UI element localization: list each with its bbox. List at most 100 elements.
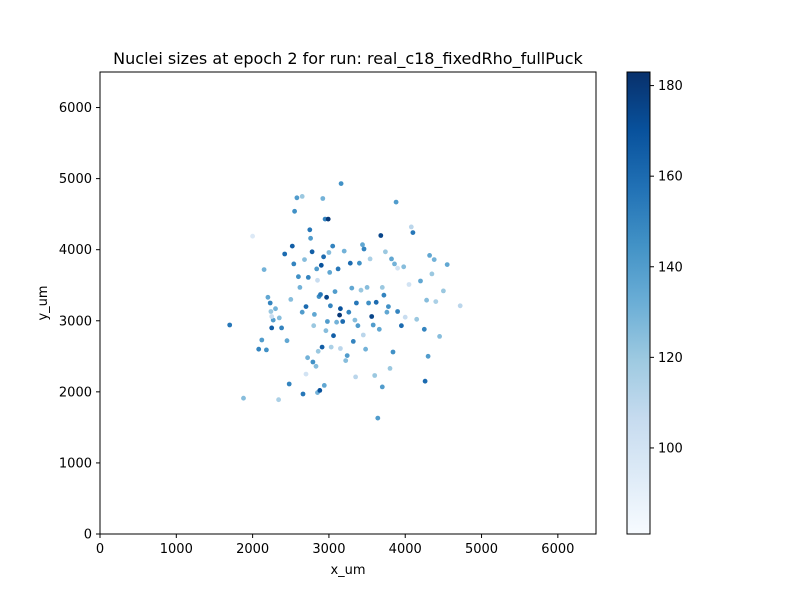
data-point	[297, 285, 303, 290]
data-point	[427, 253, 432, 258]
data-point	[429, 271, 435, 277]
y-tick-label: 1000	[59, 456, 92, 471]
data-point	[402, 314, 408, 320]
data-point	[323, 328, 329, 334]
x-tick-label: 1000	[160, 542, 193, 557]
data-point	[431, 257, 437, 262]
data-point	[294, 195, 300, 201]
data-point	[326, 250, 332, 255]
data-point	[383, 249, 388, 255]
data-point	[366, 300, 371, 306]
data-point	[321, 254, 326, 260]
data-point	[302, 257, 307, 262]
data-point	[315, 277, 320, 283]
data-point	[328, 303, 333, 309]
data-point	[344, 353, 350, 358]
y-tick-label: 0	[84, 528, 92, 543]
data-point	[379, 285, 385, 290]
data-point	[250, 233, 256, 239]
data-point	[300, 391, 306, 397]
chart-title: Nuclei sizes at epoch 2 for run: real_c1…	[113, 49, 583, 69]
plot-frame	[99, 71, 597, 535]
x-tick-label: 4000	[389, 542, 422, 557]
colorbar-axis: 100 120 140 160 180	[650, 79, 683, 456]
data-point	[303, 304, 309, 309]
data-point	[338, 181, 344, 187]
x-axis: 0 1000 2000 3000 4000 5000 6000	[96, 534, 574, 557]
data-point	[393, 199, 399, 205]
data-point	[264, 347, 269, 353]
data-point	[334, 319, 339, 325]
data-point	[320, 196, 326, 201]
data-point	[352, 317, 358, 323]
data-point	[367, 256, 373, 262]
data-point	[384, 309, 390, 315]
data-point	[355, 323, 361, 329]
data-point	[313, 363, 319, 369]
data-point	[282, 251, 288, 257]
data-point	[395, 265, 400, 271]
data-point	[325, 319, 330, 324]
colorbar-tick-label: 160	[658, 170, 683, 185]
data-point	[315, 348, 321, 354]
data-point	[347, 260, 353, 266]
data-point	[343, 358, 349, 363]
data-point	[289, 243, 295, 249]
data-point	[395, 309, 400, 314]
data-point	[328, 344, 334, 350]
data-point	[340, 319, 346, 324]
data-point	[399, 323, 404, 329]
data-point	[292, 208, 297, 214]
data-point	[256, 346, 262, 352]
data-point	[357, 260, 362, 266]
data-point	[364, 285, 370, 290]
data-point	[331, 333, 336, 339]
data-point	[321, 383, 327, 388]
data-point	[375, 415, 381, 421]
data-point	[422, 378, 428, 384]
data-point	[350, 339, 356, 344]
data-point	[390, 349, 396, 355]
x-axis-label: x_um	[330, 563, 365, 578]
data-point	[327, 270, 333, 275]
y-axis: 0 1000 2000 3000 4000 5000 6000	[59, 101, 100, 543]
data-point	[437, 334, 442, 339]
y-tick-label: 4000	[59, 243, 92, 258]
data-point	[387, 366, 393, 371]
data-point	[410, 230, 416, 236]
data-point	[408, 224, 414, 230]
colorbar-tick-label: 140	[658, 260, 683, 275]
data-point	[276, 315, 282, 321]
data-point	[381, 292, 387, 298]
data-point	[270, 317, 276, 323]
data-point	[389, 256, 394, 262]
data-point	[305, 275, 311, 280]
data-point	[392, 261, 397, 267]
data-point	[406, 282, 412, 287]
data-point	[363, 346, 368, 352]
data-point	[296, 274, 301, 280]
data-point	[401, 264, 407, 270]
data-point	[269, 314, 275, 319]
data-point	[227, 322, 233, 328]
data-point	[378, 233, 384, 238]
data-point	[268, 309, 274, 314]
data-point	[421, 326, 427, 332]
data-point	[360, 242, 365, 248]
data-point	[318, 292, 323, 297]
data-point	[373, 299, 379, 305]
data-point	[319, 344, 325, 350]
x-tick-label: 2000	[236, 542, 269, 557]
data-point	[265, 294, 271, 300]
data-point	[307, 227, 313, 233]
data-point	[353, 374, 358, 380]
data-point	[414, 316, 420, 322]
data-point	[425, 353, 431, 359]
data-point	[376, 326, 382, 332]
x-tick-label: 6000	[541, 542, 574, 557]
data-point	[338, 346, 343, 351]
data-point	[279, 325, 284, 331]
data-point	[433, 299, 439, 304]
data-point	[276, 397, 281, 403]
data-point	[337, 312, 342, 318]
